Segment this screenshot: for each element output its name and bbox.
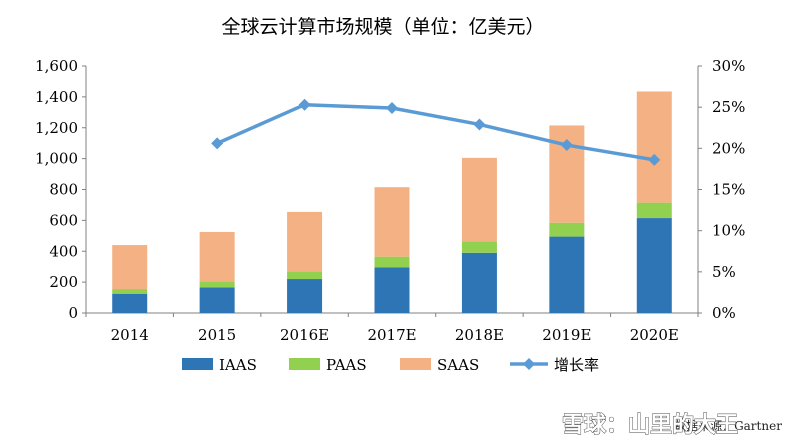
y2-tick-label: 25% bbox=[712, 98, 745, 116]
legend-label: IAAS bbox=[219, 356, 257, 374]
y-tick-label: 800 bbox=[49, 181, 78, 199]
chart-title: 全球云计算市场规模（单位：亿美元） bbox=[221, 16, 544, 38]
legend-swatch-iaas bbox=[182, 358, 213, 370]
bar-iaas-2020e bbox=[636, 218, 672, 313]
bar-saas-2020e bbox=[636, 91, 672, 203]
bar-saas-2017e bbox=[374, 187, 410, 257]
bar-saas-2018e bbox=[461, 157, 497, 242]
bar-iaas-2017e bbox=[374, 267, 410, 313]
bar-paas-2017e bbox=[374, 256, 410, 268]
x-tick-label: 2016E bbox=[280, 326, 329, 344]
x-tick-label: 2020E bbox=[630, 326, 679, 344]
bar-iaas-2015 bbox=[199, 287, 235, 313]
plot-area: 0 200 400 600 800 1,000 1,200 1,400 1,600 0% 5% 10%… bbox=[35, 57, 745, 344]
y2-tick-label: 5% bbox=[712, 263, 736, 281]
bar-paas-2019e bbox=[549, 222, 585, 237]
y-tick-label: 0 bbox=[68, 304, 78, 322]
legend-swatch-saas bbox=[400, 358, 431, 370]
legend-label: SAAS bbox=[437, 356, 479, 374]
y-tick-label: 1,000 bbox=[35, 150, 78, 168]
y-tick-label: 600 bbox=[49, 211, 78, 229]
x-tick-label: 2018E bbox=[455, 326, 504, 344]
y-tick-label: 1,600 bbox=[35, 57, 78, 75]
legend-label: 增长率 bbox=[554, 356, 599, 374]
y2-tick-label: 15% bbox=[712, 181, 745, 199]
growth-rate-point-2015 bbox=[211, 137, 224, 150]
legend-marker-growth-rate bbox=[523, 358, 535, 370]
bar-iaas-2016e bbox=[287, 279, 323, 313]
legend: IAAS PAAS SAAS 增长率 bbox=[182, 356, 599, 374]
x-tick-label: 2015 bbox=[198, 326, 236, 344]
growth-rate-point-2017e bbox=[386, 101, 398, 114]
bar-paas-2016e bbox=[287, 271, 323, 280]
bar-paas-2018e bbox=[461, 241, 497, 253]
bar-iaas-2019e bbox=[549, 236, 585, 313]
y2-tick-label: 10% bbox=[712, 222, 745, 240]
x-tick-label: 2019E bbox=[542, 326, 591, 344]
bar-saas-2015 bbox=[199, 231, 235, 282]
bar-iaas-2018e bbox=[461, 252, 497, 313]
x-tick-label: 2017E bbox=[367, 326, 416, 344]
y2-tick-label: 0% bbox=[712, 304, 736, 322]
bar-paas-2015 bbox=[199, 281, 235, 288]
y-tick-label: 200 bbox=[49, 273, 78, 291]
source-note: 数据来源：Gartner bbox=[674, 418, 782, 433]
bar-saas-2016e bbox=[287, 211, 323, 272]
bar-paas-2014 bbox=[112, 289, 148, 294]
growth-rate-line bbox=[216, 102, 655, 162]
legend-swatch-paas bbox=[289, 358, 320, 370]
bar-iaas-2014 bbox=[112, 293, 148, 313]
x-tick-label: 2014 bbox=[111, 326, 149, 344]
legend-label: PAAS bbox=[326, 356, 367, 374]
y2-tick-label: 20% bbox=[712, 139, 745, 157]
y-tick-label: 1,400 bbox=[35, 88, 78, 106]
y-tick-label: 400 bbox=[49, 242, 78, 260]
bar-paas-2020e bbox=[636, 202, 672, 219]
growth-rate-point-2016e bbox=[298, 98, 311, 111]
growth-rate-point-2018e bbox=[473, 118, 486, 131]
y-tick-label: 1,200 bbox=[35, 119, 78, 137]
bar-saas-2014 bbox=[112, 245, 148, 290]
growth-rate-point-2020e bbox=[648, 153, 661, 166]
growth-rate-point-2019e bbox=[560, 139, 573, 152]
watermark: 雪球：山里的大王 bbox=[562, 412, 738, 438]
y2-tick-label: 30% bbox=[712, 57, 745, 75]
